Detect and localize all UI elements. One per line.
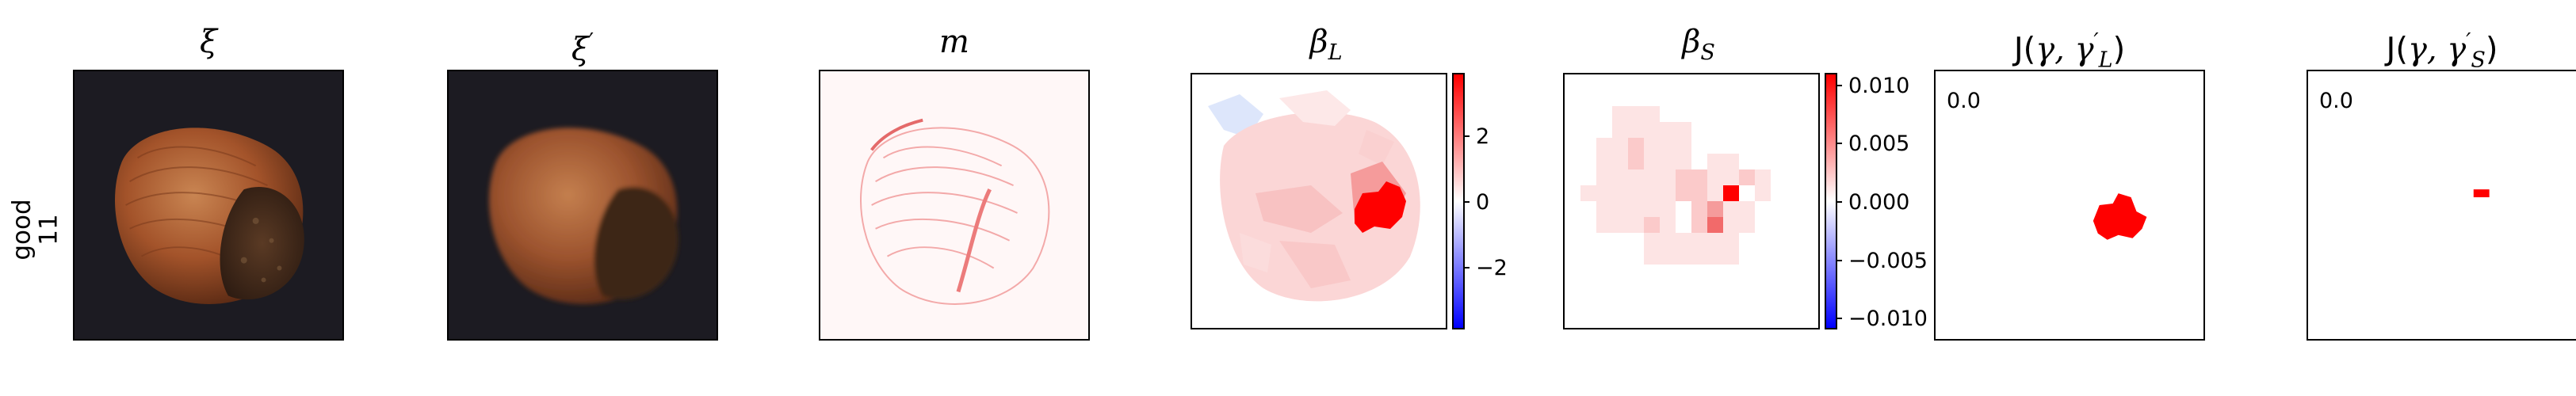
panel-title: m <box>939 24 969 60</box>
row-label-class: good <box>7 199 36 261</box>
panel-title: J(γ, γ′S) <box>2386 29 2498 73</box>
panel-j-l: J(γ, γ′L) 0.0 <box>1934 22 2205 342</box>
panel-title: βS <box>1682 24 1715 65</box>
panel-beta-s: βS 0.010 0.005 0.000 <box>1563 22 1928 337</box>
panel-xi-prime: ξ′ <box>447 22 718 342</box>
image-beta-s <box>1563 73 1820 329</box>
image-j-s: 0.0 <box>2307 70 2576 341</box>
image-difference-map <box>819 70 1090 341</box>
panel-title: ξ <box>199 24 218 60</box>
row-label: good 11 <box>0 127 71 333</box>
panel-m: m <box>819 22 1090 342</box>
panel-title: J(γ, γ′L) <box>2013 29 2126 73</box>
image-beta-l <box>1191 73 1447 329</box>
panel-title: ξ′ <box>571 29 594 68</box>
image-reconstruction <box>447 70 718 341</box>
score-value: 0.0 <box>1947 89 1981 113</box>
panel-xi: ξ <box>73 22 344 342</box>
colorbar-beta-l: 2 0 −2 <box>1452 73 1508 329</box>
panel-j-s: J(γ, γ′S) 0.0 <box>2307 22 2576 342</box>
colorbar-beta-s: 0.010 0.005 0.000 −0.005 −0.010 <box>1825 73 1928 331</box>
score-value: 0.0 <box>2319 89 2353 113</box>
image-j-l: 0.0 <box>1934 70 2205 341</box>
row-label-index: 11 <box>34 214 63 246</box>
panel-beta-l: βL 2 0 −2 <box>1191 22 1508 337</box>
image-original <box>73 70 344 341</box>
panel-title: βL <box>1309 24 1343 65</box>
